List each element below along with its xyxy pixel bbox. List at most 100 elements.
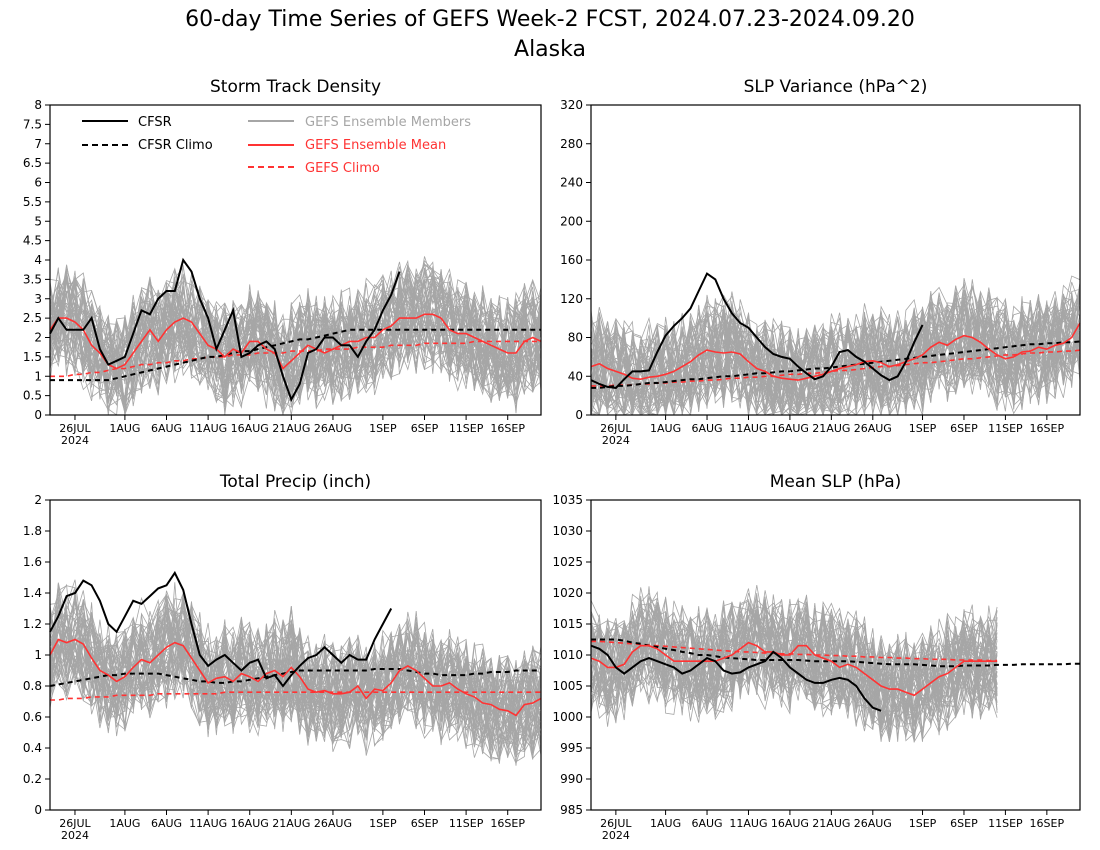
ensemble-member-line [50, 275, 541, 408]
x-year-label: 2024 [602, 829, 630, 842]
y-tick-label: 1010 [552, 648, 583, 662]
panel-mean-slp: Mean SLP (hPa) 985 990 995 1000 1005 1010 1015 1… [552, 472, 1081, 842]
plot-frame [590, 499, 1081, 811]
legend-label-cfsr-climo: CFSR Climo [138, 138, 213, 153]
x-tick-label: 16AUG [231, 422, 269, 435]
series-line-gefs-climo [591, 640, 998, 662]
y-tick-label: 0.8 [23, 679, 42, 693]
y-tick-label: 80 [568, 331, 583, 345]
x-tick-label: 11AUG [729, 817, 767, 830]
y-tick-label: 6.5 [23, 156, 42, 170]
y-tick-label: 5 [34, 214, 42, 228]
y-tick-label: 1015 [552, 617, 583, 631]
y-tick-label: 4.5 [23, 234, 42, 248]
x-tick-label: 21AUG [812, 817, 850, 830]
ensemble-member-line [591, 281, 1080, 415]
y-tick-label: 2 [34, 331, 42, 345]
y-tick-label: 200 [560, 214, 583, 228]
y-tick-label: 7.5 [23, 117, 42, 131]
y-tick-label: 1025 [552, 555, 583, 569]
ensemble-members [591, 585, 998, 744]
y-tick-label: 8 [34, 98, 42, 112]
x-tick-label: 1AUG [650, 422, 681, 435]
ensemble-member-line [50, 590, 541, 755]
panel-title: SLP Variance (hPa^2) [744, 77, 928, 97]
ensemble-members [591, 275, 1080, 415]
y-tick-label: 1035 [552, 493, 583, 507]
y-tick-label: 6 [34, 176, 42, 190]
ensemble-member-line [591, 607, 998, 726]
x-tick-label: 1SEP [909, 817, 937, 830]
x-tick-label: 11SEP [988, 422, 1023, 435]
x-tick-label: 1AUG [109, 817, 140, 830]
x-tick-label: 16AUG [231, 817, 269, 830]
series-line-cfsr [49, 570, 393, 688]
y-tick-label: 3 [34, 292, 42, 306]
series-line-cfsr [49, 257, 401, 402]
ensemble-members [50, 256, 541, 415]
x-tick-label: 11SEP [988, 817, 1023, 830]
x-tick-label: 21AUG [272, 817, 310, 830]
y-tick-label: 2.5 [23, 311, 42, 325]
series-line-cfsr-climo [591, 340, 1081, 389]
x-tick-label: 16AUG [771, 817, 809, 830]
series-line-cfsr-climo [50, 328, 541, 382]
x-tick-label: 26AUG [854, 422, 892, 435]
x-tick-label: 21AUG [812, 422, 850, 435]
x-year-label: 2024 [61, 434, 89, 447]
legend-label-gefs-mean: GEFS Ensemble Mean [305, 138, 446, 153]
x-tick-label: 6AUG [151, 422, 182, 435]
ensemble-member-line [591, 596, 998, 742]
x-tick-label: 1SEP [369, 422, 397, 435]
plot-frame [49, 104, 542, 416]
series-line-cfsr [590, 272, 924, 389]
ensemble-member-line [50, 604, 541, 753]
x-tick-label: 1SEP [369, 817, 397, 830]
y-tick-label: 1020 [552, 586, 583, 600]
ensemble-member-line [50, 273, 541, 410]
x-tick-label: 26JUL [600, 422, 632, 435]
x-tick-label: 16SEP [490, 422, 525, 435]
legend-label-cfsr: CFSR [138, 115, 172, 130]
ensemble-member-line [50, 278, 541, 407]
x-tick-label: 26AUG [314, 422, 352, 435]
series-line-gefs-ensemble-mean [590, 641, 998, 697]
y-tick-label: 1.8 [23, 524, 42, 538]
x-tick-label: 6SEP [950, 817, 978, 830]
y-tick-label: 990 [560, 772, 583, 786]
panel-title: Mean SLP (hPa) [770, 472, 902, 492]
y-tick-label: 1.4 [23, 586, 42, 600]
figure-title: 60-day Time Series of GEFS Week-2 FCST, … [185, 7, 915, 32]
x-tick-label: 6AUG [691, 817, 722, 830]
legend: CFSR CFSR Climo GEFS Ensemble Members GE… [82, 115, 471, 176]
series-line-gefs-climo [50, 340, 541, 378]
ensemble-member-line [591, 306, 1080, 415]
x-tick-label: 1SEP [909, 422, 937, 435]
x-tick-label: 11AUG [729, 422, 767, 435]
ensemble-member-line [50, 273, 541, 387]
legend-label-gefs-members: GEFS Ensemble Members [305, 115, 471, 130]
panel-title: Storm Track Density [210, 77, 381, 97]
panel-storm-track-density: Storm Track Density 0 0.5 1 1.5 2 2.5 3 3.5 4 4.5 5… [23, 77, 542, 447]
ensemble-member-line [591, 602, 998, 729]
x-year-label: 2024 [602, 434, 630, 447]
x-tick-label: 21AUG [272, 422, 310, 435]
y-tick-label: 1.2 [23, 617, 42, 631]
ensemble-member-line [591, 603, 998, 737]
legend-label-gefs-climo: GEFS Climo [305, 161, 380, 176]
y-tick-label: 995 [560, 741, 583, 755]
y-tick-label: 2 [34, 493, 42, 507]
ensemble-members [50, 579, 541, 766]
y-tick-label: 1.5 [23, 350, 42, 364]
y-tick-label: 0 [34, 803, 42, 817]
y-tick-label: 280 [560, 137, 583, 151]
series-line-cfsr-climo [49, 668, 541, 687]
y-tick-label: 0.2 [23, 772, 42, 786]
series-line-gefs-climo [50, 691, 541, 701]
y-tick-label: 0.4 [23, 741, 42, 755]
y-tick-label: 3.5 [23, 272, 42, 286]
x-tick-label: 1AUG [109, 422, 140, 435]
x-tick-label: 6SEP [411, 422, 439, 435]
ensemble-member-line [50, 608, 541, 742]
x-tick-label: 6AUG [691, 422, 722, 435]
